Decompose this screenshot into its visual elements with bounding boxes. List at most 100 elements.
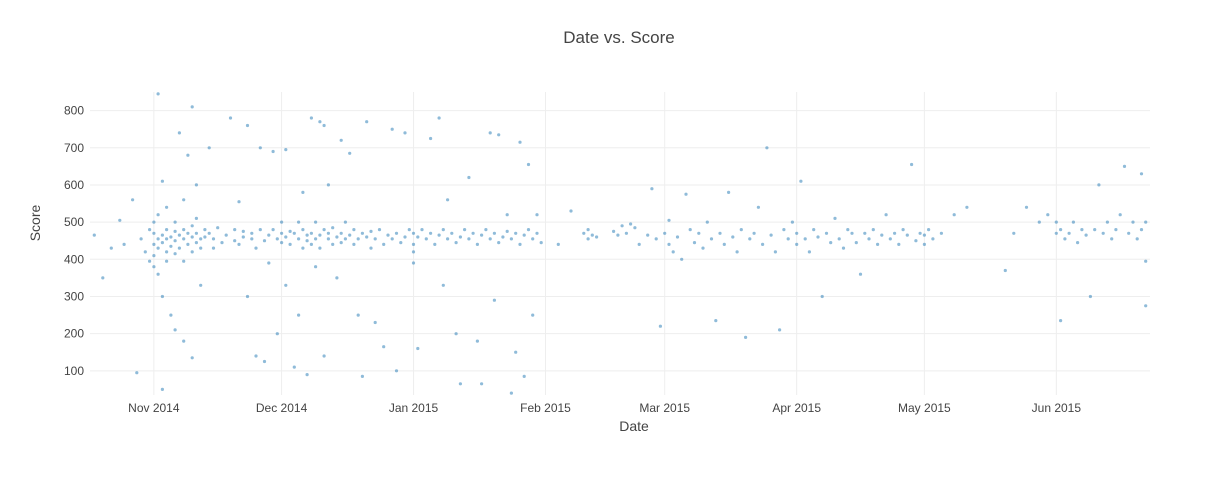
scatter-point [624,231,629,235]
scatter-point [429,231,433,235]
scatter-point [1084,233,1088,237]
scatter-point [616,233,620,237]
scatter-point [394,231,399,235]
scatter-point [352,242,356,246]
scatter-point [275,332,279,336]
scatter-point [629,222,633,226]
scatter-point [156,246,160,250]
scatter-point [297,220,301,224]
grid-layer [90,92,1150,395]
scatter-point [331,242,335,246]
scatter-point [288,242,292,246]
scatter-point [1114,228,1118,232]
scatter-point [680,257,684,261]
scatter-point [595,235,599,239]
scatter-point [1024,205,1029,209]
scatter-point [1144,259,1148,263]
scatter-point [250,231,254,235]
scatter-point [148,259,152,263]
scatter-point [173,239,177,243]
scatter-point [1118,213,1122,217]
scatter-point [854,241,858,245]
scatter-point [173,220,177,224]
scatter-point [326,183,330,187]
scatter-point [237,242,241,246]
scatter-point [356,237,360,241]
scatter-point [348,233,352,237]
scatter-point [416,346,420,351]
scatter-point [586,237,590,241]
scatter-point [509,391,513,395]
scatter-point [373,320,377,325]
scatter-point [748,237,752,241]
scatter-point [454,332,458,336]
scatter-point [394,369,399,373]
scatter-point [1097,183,1101,187]
scatter-point [803,237,807,241]
scatter-point [841,246,846,250]
scatter-point [199,246,203,250]
scatter-point [411,242,416,246]
scatter-point [858,272,863,276]
scatter-point [297,237,301,241]
scatter-point [658,324,663,328]
scatter-point [744,335,748,339]
scatter-point [786,237,790,241]
scatter-point [722,242,726,246]
scatter-point [190,356,194,360]
scatter-point [267,233,271,237]
scatter-point [318,246,322,250]
x-tick-label: Jun 2015 [1032,401,1082,415]
scatter-point [331,226,335,230]
scatter-point [177,131,181,135]
scatter-point [505,229,509,233]
scatter-point [156,272,160,276]
scatter-point [369,246,373,250]
scatter-point [199,283,203,287]
scatter-point [646,233,650,237]
scatter-point [633,226,637,230]
scatter-point [203,235,207,239]
scatter-point [165,250,169,254]
scatter-point [156,237,160,241]
scatter-point [927,228,931,232]
scatter-point [348,151,352,155]
scatter-point [118,218,122,222]
scatter-point [1088,294,1092,299]
scatter-point [194,231,198,235]
scatter-point [143,250,147,254]
scatter-point [1067,231,1071,235]
scatter-point [697,231,701,235]
scatter-point [526,228,531,232]
scatter-point [429,136,433,141]
scatter-point [569,209,573,213]
scatter-point [237,200,241,204]
scatter-point [667,242,671,246]
scatter-point [177,246,181,250]
scatter-point [318,120,322,124]
scatter-point [837,237,841,241]
scatter-point [816,235,820,239]
scatter-point [497,241,501,245]
scatter-point [458,235,462,239]
scatter-point [135,371,139,375]
scatter-point [241,229,245,233]
scatter-point [160,233,164,237]
scatter-point [795,242,799,246]
scatter-point [411,261,416,265]
scatter-point [292,365,296,369]
scatter-point [258,146,262,150]
scatter-point [1139,172,1144,176]
scatter-point [807,250,812,254]
y-tick-label: 800 [64,104,84,118]
scatter-point [684,192,688,196]
scatter-point [1144,220,1148,224]
scatter-point [360,374,364,378]
scatter-point [620,224,624,228]
scatter-point [199,237,203,241]
scatter-point [182,259,186,263]
scatter-point [654,237,658,241]
scatter-point [812,228,816,232]
